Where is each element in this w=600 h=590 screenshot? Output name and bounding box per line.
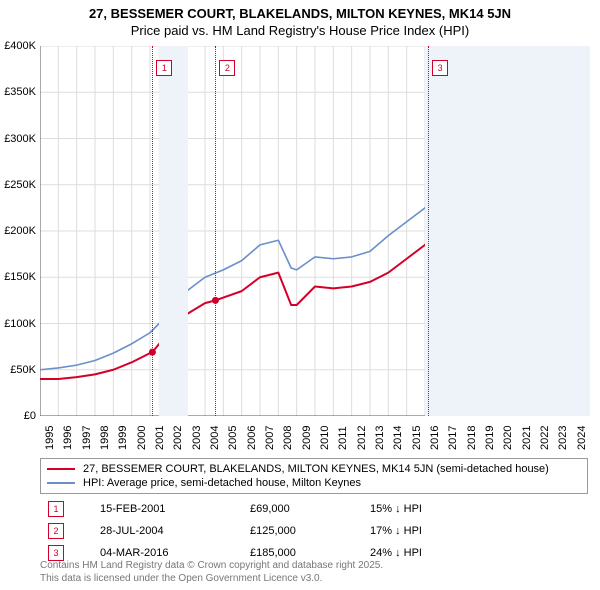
x-tick-label: 2003 (191, 426, 203, 450)
marker-number-box: 2 (48, 523, 64, 539)
marker-table-row: 2 28-JUL-2004£125,00017% ↓ HPI (40, 520, 588, 542)
shade-band (159, 46, 188, 416)
x-tick-label: 2002 (172, 426, 184, 450)
legend-swatch (47, 482, 75, 484)
legend-label: 27, BESSEMER COURT, BLAKELANDS, MILTON K… (83, 463, 549, 475)
y-tick-label: £300K (4, 133, 36, 145)
marker-date: 28-JUL-2004 (100, 525, 250, 537)
x-tick-label: 2007 (264, 426, 276, 450)
marker-price: £69,000 (250, 503, 370, 515)
y-tick-label: £350K (4, 86, 36, 98)
x-tick-label: 2024 (576, 426, 588, 450)
marker-delta: 17% ↓ HPI (370, 525, 588, 537)
footer: Contains HM Land Registry data © Crown c… (40, 560, 383, 585)
x-tick-label: 2008 (282, 426, 294, 450)
y-tick-label: £50K (10, 364, 36, 376)
marker-table: 1 15-FEB-2001£69,00015% ↓ HPI 2 28-JUL-2004… (40, 498, 588, 564)
x-tick-label: 2015 (411, 426, 423, 450)
marker-price: £125,000 (250, 525, 370, 537)
x-tick-label: 2022 (539, 426, 551, 450)
x-tick-label: 1999 (117, 426, 129, 450)
plot-area: 1 2 3 (40, 46, 590, 416)
marker-price: £185,000 (250, 547, 370, 559)
x-tick-label: 2019 (484, 426, 496, 450)
plot-background: 1 2 3 (40, 46, 590, 416)
legend-row: HPI: Average price, semi-detached house,… (47, 476, 581, 490)
x-tick-label: 2016 (429, 426, 441, 450)
footer-line2: This data is licensed under the Open Gov… (40, 573, 383, 586)
y-tick-label: £250K (4, 179, 36, 191)
x-tick-label: 2020 (502, 426, 514, 450)
x-tick-label: 2006 (246, 426, 258, 450)
legend-swatch (47, 468, 75, 470)
y-tick-label: £400K (4, 40, 36, 52)
x-tick-label: 2018 (466, 426, 478, 450)
sale-marker-label: 2 (219, 60, 235, 76)
y-tick-label: £150K (4, 271, 36, 283)
marker-number-box: 3 (48, 545, 64, 561)
y-tick-label: £100K (4, 318, 36, 330)
x-tick-label: 2021 (521, 426, 533, 450)
x-tick-label: 1995 (44, 426, 56, 450)
x-tick-label: 2004 (209, 426, 221, 450)
title-subtitle: Price paid vs. HM Land Registry's House … (0, 21, 600, 38)
marker-date: 15-FEB-2001 (100, 503, 250, 515)
y-tick-label: £200K (4, 225, 36, 237)
sale-marker-label: 3 (432, 60, 448, 76)
legend: 27, BESSEMER COURT, BLAKELANDS, MILTON K… (40, 458, 588, 494)
x-tick-label: 2014 (392, 426, 404, 450)
marker-number-box: 1 (48, 501, 64, 517)
x-tick-label: 2005 (227, 426, 239, 450)
marker-table-row: 1 15-FEB-2001£69,00015% ↓ HPI (40, 498, 588, 520)
x-axis-labels: 1995 1996 1997 1998 1999 2000 2001 2002 2003 2004… (40, 420, 590, 454)
marker-delta: 15% ↓ HPI (370, 503, 588, 515)
legend-row: 27, BESSEMER COURT, BLAKELANDS, MILTON K… (47, 462, 581, 476)
footer-line1: Contains HM Land Registry data © Crown c… (40, 560, 383, 573)
x-tick-label: 2001 (154, 426, 166, 450)
y-axis-labels: £0£50K£100K£150K£200K£250K£300K£350K£400… (0, 46, 38, 416)
marker-date: 04-MAR-2016 (100, 547, 250, 559)
title-address: 27, BESSEMER COURT, BLAKELANDS, MILTON K… (0, 0, 600, 21)
marker-delta: 24% ↓ HPI (370, 547, 588, 559)
x-tick-label: 1998 (99, 426, 111, 450)
sale-marker-line (215, 46, 216, 416)
x-tick-label: 2017 (447, 426, 459, 450)
x-tick-label: 2000 (136, 426, 148, 450)
y-tick-label: £0 (24, 410, 36, 422)
x-tick-label: 2023 (557, 426, 569, 450)
x-tick-label: 1997 (81, 426, 93, 450)
sale-marker-line (152, 46, 153, 416)
x-tick-label: 2013 (374, 426, 386, 450)
x-tick-label: 2009 (301, 426, 313, 450)
x-tick-label: 2010 (319, 426, 331, 450)
x-tick-label: 1996 (62, 426, 74, 450)
sale-marker-label: 1 (156, 60, 172, 76)
x-tick-label: 2012 (356, 426, 368, 450)
sale-marker-line (428, 46, 429, 416)
chart-container: 27, BESSEMER COURT, BLAKELANDS, MILTON K… (0, 0, 600, 590)
legend-label: HPI: Average price, semi-detached house,… (83, 477, 361, 489)
shade-band (425, 46, 590, 416)
x-tick-label: 2011 (337, 426, 349, 450)
